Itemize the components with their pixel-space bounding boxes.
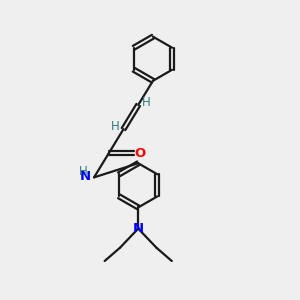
Text: N: N — [80, 170, 91, 183]
Text: H: H — [142, 96, 151, 109]
Text: O: O — [135, 147, 146, 160]
Text: H: H — [79, 165, 87, 178]
Text: N: N — [133, 222, 144, 235]
Text: H: H — [111, 120, 120, 133]
